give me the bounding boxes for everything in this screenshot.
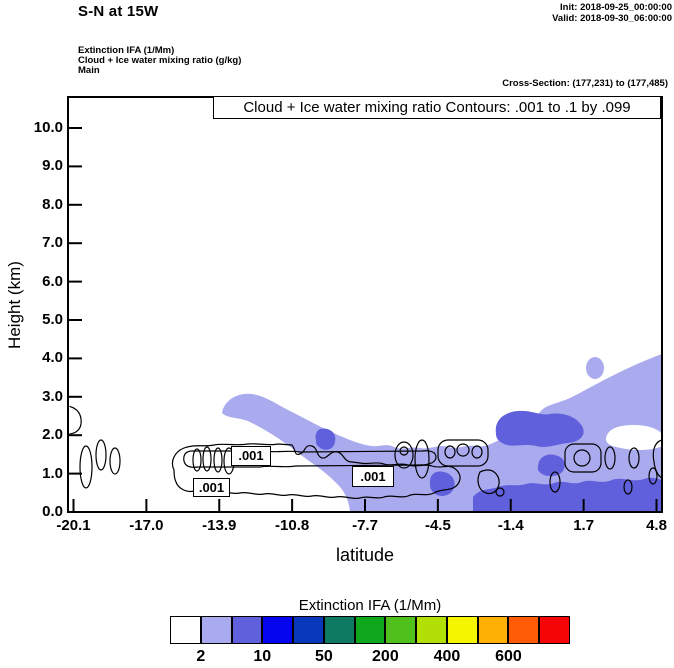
contour-line	[477, 469, 500, 495]
contour-line	[202, 446, 212, 472]
contour-line	[564, 443, 602, 473]
colorbar	[170, 616, 570, 644]
x-tick-label: -10.8	[275, 517, 310, 534]
contour-line	[394, 441, 414, 469]
contour-group	[69, 405, 661, 500]
contour-label-box: .001	[352, 466, 394, 487]
contour-line	[549, 471, 561, 493]
shaded-blob-light	[586, 357, 604, 379]
contour-line	[495, 487, 505, 497]
contour-line	[95, 439, 107, 471]
x-tick-label: 1.7	[573, 517, 595, 534]
run-timestamps: Init: 2018-09-25_00:00:00 Valid: 2018-09…	[552, 2, 672, 24]
y-tick-label: 6.0	[42, 272, 63, 290]
colorbar-tick-label: 200	[372, 648, 399, 665]
y-tick-label: 0.0	[42, 503, 63, 520]
y-tick-label: 10.0	[33, 119, 63, 136]
y-tick-label: 7.0	[42, 234, 63, 252]
contour-line	[604, 446, 616, 470]
cross-section-plot	[67, 96, 663, 513]
plot-title-box: Cloud + Ice water mixing ratio Contours:…	[213, 96, 661, 119]
x-tick-label: -17.0	[129, 517, 164, 534]
contour-line	[573, 449, 591, 467]
contour-line	[456, 443, 470, 457]
shaded-region-dark	[495, 410, 584, 447]
colorbar-cell	[508, 616, 540, 644]
x-tick-label: -7.7	[352, 517, 378, 534]
contour-line	[444, 445, 456, 459]
colorbar-cell	[170, 616, 201, 644]
contour-line	[628, 447, 640, 469]
contour-line	[79, 445, 93, 489]
contour-line	[171, 443, 461, 500]
colorbar-cell	[262, 616, 294, 644]
colorbar-tick-label: 2	[196, 648, 206, 665]
contour-line	[213, 447, 223, 473]
colorbar-tick-label: 600	[495, 648, 522, 665]
shading-group	[222, 354, 661, 511]
colorbar-tick-label: 50	[314, 648, 333, 665]
x-tick-label: 4.8	[646, 517, 667, 534]
y-tick-label: 8.0	[42, 195, 63, 213]
contour-line	[414, 439, 430, 479]
x-tick-label: -1.4	[497, 517, 524, 534]
contour-line	[192, 448, 202, 472]
colorbar-cell	[293, 616, 324, 644]
colorbar-cell	[200, 616, 232, 644]
y-tick-label: 9.0	[42, 157, 63, 175]
shading-white-hole	[605, 425, 661, 450]
contour-line	[471, 445, 483, 459]
colorbar-cell	[446, 616, 478, 644]
shaded-region-dark	[537, 454, 565, 477]
init-timestamp: Init: 2018-09-25_00:00:00	[560, 2, 672, 13]
field-line-mixing-ratio: Cloud + Ice water mixing ratio (g/kg)	[78, 55, 242, 66]
y-tick-label: 4.0	[42, 349, 63, 367]
x-tick-label: -20.1	[56, 517, 91, 534]
colorbar-tick-label: 400	[433, 648, 461, 665]
contour-line	[109, 447, 121, 475]
page-title: S-N at 15W	[78, 3, 159, 20]
contour-line	[399, 446, 409, 456]
field-line-domain: Main	[78, 65, 100, 76]
y-tick-label: 2.0	[42, 426, 63, 444]
contour-line	[652, 439, 661, 479]
colorbar-title: Extinction IFA (1/Mm)	[298, 597, 442, 614]
y-tick-label: 3.0	[42, 387, 63, 405]
colorbar-cell	[416, 616, 447, 644]
colorbar-cell	[477, 616, 509, 644]
shaded-region-dark	[315, 428, 336, 450]
contour-line	[437, 439, 489, 467]
valid-timestamp: Valid: 2018-09-30_06:00:00	[552, 13, 672, 24]
x-tick-label: -4.5	[424, 517, 451, 534]
contour-line	[623, 479, 633, 495]
contour-line	[69, 405, 82, 435]
colorbar-cell	[323, 616, 355, 644]
x-axis-label: latitude	[335, 545, 395, 565]
field-line-extinction: Extinction IFA (1/Mm)	[78, 45, 175, 56]
colorbar-cell	[231, 616, 263, 644]
colorbar-tick-label: 10	[253, 648, 272, 665]
cross-section-label: Cross-Section: (177,231) to (177,485)	[502, 78, 668, 89]
colorbar-cell	[385, 616, 417, 644]
y-tick-label: 5.0	[42, 311, 63, 328]
contour-line	[648, 467, 658, 485]
colorbar-cell	[354, 616, 386, 644]
contour-label-box: .001	[231, 446, 271, 466]
x-tick-label: -13.9	[202, 517, 237, 534]
colorbar-cell	[539, 616, 570, 644]
field-description: Extinction IFA (1/Mm) Cloud + Ice water …	[78, 46, 241, 76]
contour-label-box: .001	[193, 478, 230, 497]
y-tick-label: 1.0	[42, 464, 63, 482]
shaded-region-dark	[473, 477, 661, 511]
